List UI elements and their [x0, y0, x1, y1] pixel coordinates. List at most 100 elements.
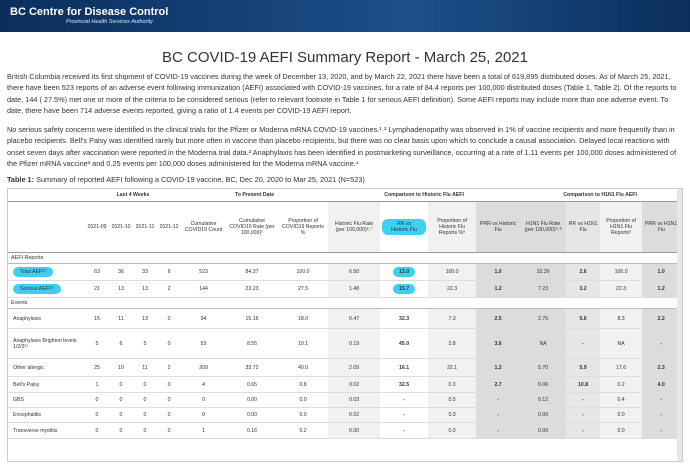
cell-value: 1.0 [657, 269, 665, 275]
column-header: RR vs Historic Flu [380, 201, 429, 253]
cell: 22.3 [600, 280, 643, 298]
row-label: Anaphylaxis [13, 315, 41, 322]
cell: 5 [85, 328, 109, 359]
cell-value: NA [617, 340, 625, 347]
cell-value: 10.1 [297, 340, 309, 347]
cell: 40.0 [278, 358, 329, 377]
cell: 2.6 [566, 263, 601, 281]
cell-value: 5.9 [579, 364, 587, 371]
table-row: Anaphylaxis Brighton levels 1/2/3¹¹ 5 6 5 0 5… [8, 328, 681, 359]
cell: 7.23 [520, 280, 567, 298]
cell-value: 0 [167, 397, 171, 403]
cell-value: 27.5 [297, 286, 309, 292]
cell: 36 [109, 263, 133, 281]
cell-value: - [497, 412, 499, 418]
cell-value: 8.3 [617, 315, 625, 322]
cell: 2.8 [428, 328, 477, 359]
cell-value: - [403, 412, 405, 418]
cell: 0.5 [428, 392, 477, 408]
cell: 0.3 [428, 407, 477, 423]
cell: 0 [133, 422, 157, 439]
cell-value: 5.70 [538, 364, 549, 371]
cell: 0.4 [600, 392, 643, 408]
cell-value: 0.00 [246, 397, 258, 403]
cell: 94 [181, 308, 227, 329]
cell-value: 32.5 [399, 381, 410, 388]
cell-value: 0.02 [349, 412, 360, 418]
cell-value: 23.23 [245, 286, 259, 292]
cell: 45.0 [380, 328, 429, 359]
cell: 0.06 [520, 376, 567, 393]
cell-value: - [582, 340, 584, 347]
cell: 1.2 [476, 280, 521, 298]
cell: - [380, 407, 429, 423]
cell: 11 [109, 308, 133, 329]
cell-value: 18.0 [297, 315, 309, 322]
cell: 6 [109, 328, 133, 359]
cell-value: 7.3 [448, 315, 456, 322]
row-label: Anaphylaxis Brighton levels 1/2/3¹¹ [13, 337, 77, 350]
column-header: 2021-10 [109, 201, 133, 253]
cell-value: 11 [142, 364, 148, 371]
table-row: GBS 0 0 0 0 0 0.00 0.0 0.03 - 0.5 - 0.12 - 0.4 - [8, 392, 681, 408]
section-row: AEFI Reports [8, 252, 681, 264]
cell-value: 4 [202, 381, 205, 388]
cell: 0.0 [278, 392, 329, 408]
cell-value: 0.02 [349, 381, 360, 388]
cell: 3.6 [476, 328, 521, 359]
column-label: Cumulative COVID19 Rate (per 100,000)⁵ [229, 218, 275, 236]
cell-value: 5 [95, 340, 99, 347]
cell: 32.36 [520, 263, 567, 281]
cell-value: 11 [118, 315, 124, 322]
cell: 15.7 [380, 280, 429, 298]
cell: 0.2 [600, 376, 643, 393]
group-header: Comparison to H1N1 Flu AEFI [520, 189, 681, 202]
cell: 0 [109, 407, 133, 423]
scrollbar[interactable] [677, 189, 682, 461]
cell: 100.0 [428, 263, 477, 281]
cell: 5.9 [566, 358, 601, 377]
cell: 5 [133, 328, 157, 359]
caption-text: Summary of reported AEFI following a COV… [36, 175, 365, 184]
cell-value: 0.03 [349, 397, 360, 403]
cell: 16.1 [380, 358, 429, 377]
cell: - [642, 392, 681, 408]
title: BC COVID-19 AEFI Summary Report - March … [162, 49, 528, 66]
cell-value: 2.3 [657, 364, 665, 371]
cell-value: 2.8 [448, 340, 456, 347]
cell-value: 32.1 [447, 364, 458, 371]
cell-value: 40.0 [297, 364, 309, 371]
table-row: Bell's Palsy 1 0 0 0 4 0.65 0.8 0.02 32.5 0.3 2.7 0.… [8, 376, 681, 393]
cell: - [476, 392, 521, 408]
cell: 0.02 [328, 376, 381, 393]
cell-value: 0 [143, 381, 147, 388]
cell-value: 1.2 [494, 286, 502, 292]
cell-value: 0.3 [448, 412, 456, 418]
cell: - [642, 407, 681, 423]
column-header: 2021-09 [85, 201, 109, 253]
cell: 0.00 [520, 422, 567, 439]
cell-value: 0.00 [246, 412, 258, 418]
cell: 1.0 [476, 263, 521, 281]
cell-value: 3.6 [494, 340, 502, 347]
cell-value: 0 [167, 412, 171, 418]
cell-value: 5 [143, 340, 147, 347]
section-label: Events [8, 297, 681, 309]
cell: 0.00 [328, 422, 381, 439]
cell-value: 1.2 [494, 364, 502, 371]
cell: 0 [157, 392, 182, 408]
row-label-cell: GBS [8, 392, 85, 408]
column-header: Historic Flu Rate (per 100,000)⁶˒⁷ [328, 201, 381, 253]
cell: 13.0 [380, 263, 429, 281]
cell-value: 36 [118, 269, 124, 275]
row-label: Encephalitis [13, 412, 41, 418]
cell: 15 [85, 308, 109, 329]
column-label: 2021-12 [159, 224, 179, 230]
cell-value: 13 [118, 286, 124, 292]
cell-value: 13 [142, 286, 148, 292]
cell-value: 21 [94, 286, 100, 292]
corner [8, 201, 85, 253]
cell: 0.47 [328, 308, 381, 329]
column-header: PRR vs Historic Flu [476, 201, 521, 253]
